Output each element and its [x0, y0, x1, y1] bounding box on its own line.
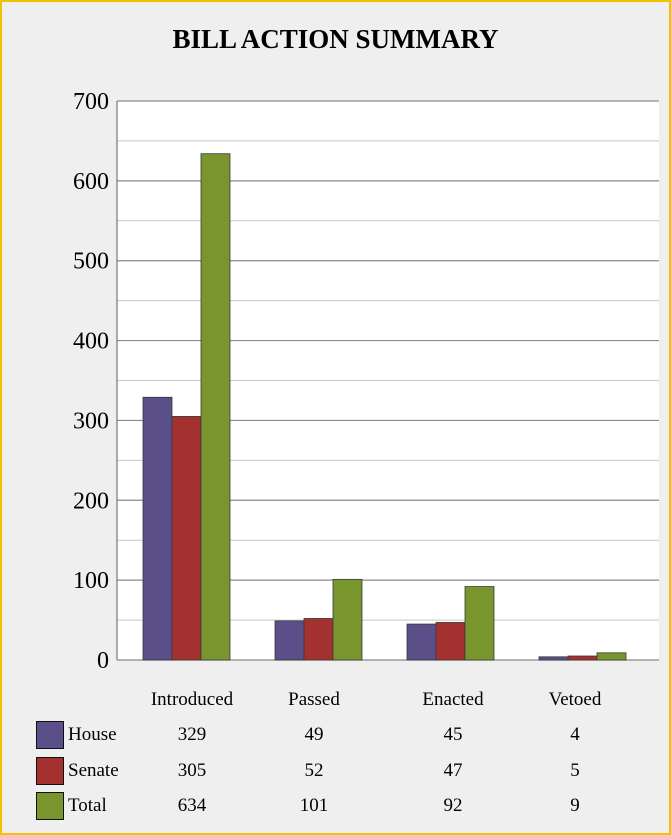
data-label: 4: [570, 724, 580, 745]
y-tick-label: 400: [73, 329, 109, 355]
bar-senate-vetoed: [567, 655, 598, 661]
legend-label: Senate: [68, 760, 119, 781]
data-label: 9: [570, 795, 580, 816]
data-label: 329: [177, 724, 207, 745]
bar-senate-passed: [303, 618, 334, 661]
x-tick-label: Vetoed: [548, 689, 602, 710]
bar-house-introduced: [142, 396, 173, 661]
y-tick-label: 200: [73, 488, 109, 514]
bar-total-vetoed: [596, 652, 627, 661]
x-tick-label: Enacted: [422, 689, 484, 710]
bar-house-enacted: [406, 623, 437, 661]
y-tick-label: 700: [73, 89, 109, 115]
y-tick-label: 100: [73, 568, 109, 594]
data-label: 49: [304, 724, 324, 745]
data-label: 52: [304, 760, 324, 781]
data-label: 101: [299, 795, 329, 816]
legend-label: House: [68, 724, 117, 745]
bar-senate-introduced: [171, 416, 202, 661]
x-tick-label: Passed: [288, 689, 340, 710]
legend-label: Total: [68, 795, 107, 816]
bar-house-vetoed: [538, 656, 569, 661]
legend-row-senate: Senate 305 52 47 5: [36, 757, 636, 787]
chart-title: BILL ACTION SUMMARY: [172, 24, 499, 54]
y-tick-label: 0: [97, 648, 109, 674]
data-label: 47: [443, 760, 463, 781]
data-label: 305: [177, 760, 207, 781]
bar-house-passed: [274, 620, 305, 661]
y-tick-label: 500: [73, 249, 109, 275]
data-label: 634: [177, 795, 207, 816]
legend-row-house: House 329 49 45 4: [36, 721, 636, 751]
bar-total-introduced: [200, 153, 231, 661]
data-label: 5: [570, 760, 580, 781]
y-tick-label: 300: [73, 408, 109, 434]
data-label: 92: [443, 795, 463, 816]
legend-swatch: [36, 792, 64, 820]
bar-total-passed: [332, 578, 363, 661]
legend-swatch: [36, 757, 64, 785]
data-label: 45: [443, 724, 463, 745]
y-tick-label: 600: [73, 169, 109, 195]
x-tick-label: Introduced: [150, 689, 234, 710]
bar-total-enacted: [464, 586, 495, 661]
legend-swatch: [36, 721, 64, 749]
legend-row-total: Total 634 101 92 9: [36, 792, 636, 822]
bar-senate-enacted: [435, 622, 466, 661]
